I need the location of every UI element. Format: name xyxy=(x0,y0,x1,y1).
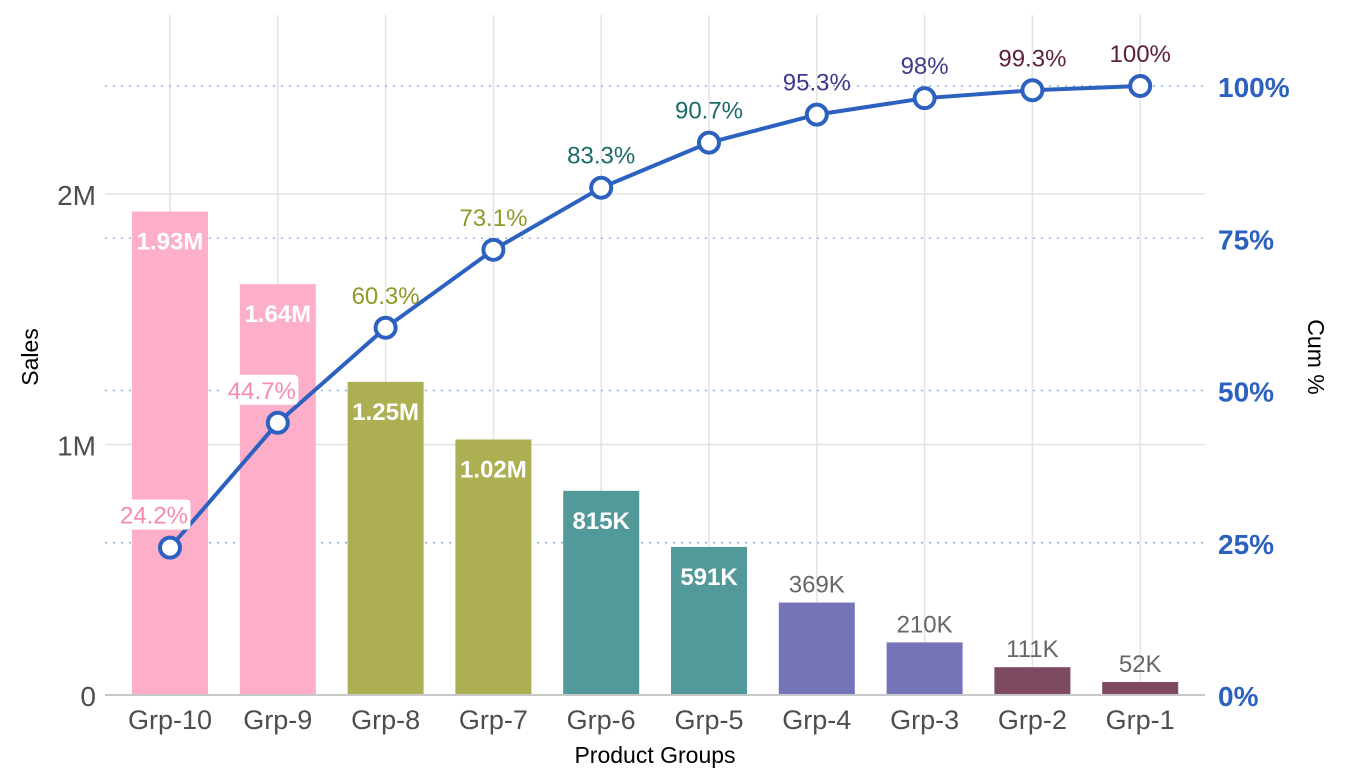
bar xyxy=(132,211,208,695)
y-tick-label: 2M xyxy=(57,180,96,211)
cumulative-point xyxy=(481,237,506,262)
cumulative-point xyxy=(1020,78,1045,103)
cumulative-point xyxy=(373,315,398,340)
y2-tick-label: 100% xyxy=(1218,72,1290,103)
cumulative-point xyxy=(589,175,614,200)
x-tick-label: Grp-8 xyxy=(351,705,420,735)
bar xyxy=(347,381,424,695)
cumulative-percent-label: 95.3% xyxy=(783,70,851,97)
axes: 0 1M 2M 0% 25% 50% 75% 100% Grp-10 Grp-9 Grp-8 Grp-… xyxy=(57,72,1290,735)
bar xyxy=(239,284,316,695)
cumulative-label-background xyxy=(225,374,299,405)
cumulative-line xyxy=(168,84,1141,549)
bar xyxy=(778,602,855,695)
cumulative-point xyxy=(265,410,290,435)
x-tick-label: Grp-10 xyxy=(128,705,212,735)
bar xyxy=(671,546,747,695)
y-axis-title: Sales xyxy=(17,328,43,386)
y2-tick-label: 25% xyxy=(1218,529,1274,560)
cumulative-percent-labels: 24.2% 44.7% 60.3% 73.1% 83.3% 90.7% 95.3% 98% 99… xyxy=(117,41,1171,530)
bar-value-label: 52K xyxy=(1119,651,1162,678)
x-tick-label: Grp-6 xyxy=(567,705,636,735)
bar-value-label: 591K xyxy=(680,564,738,591)
bar-value-label: 1.64M xyxy=(244,301,311,328)
vertical-gridlines xyxy=(169,15,1141,695)
cumulative-point xyxy=(804,102,829,127)
x-tick-label: Grp-4 xyxy=(782,705,851,735)
y-tick-label: 1M xyxy=(57,431,96,462)
y2-tick-label: 75% xyxy=(1218,224,1274,255)
cumulative-percent-label: 90.7% xyxy=(675,98,743,125)
bar-value-labels: 1.93M 1.64M 1.25M 1.02M 815K 591K 369K 210K 111K… xyxy=(137,229,1162,678)
bar xyxy=(994,667,1071,695)
bar xyxy=(886,642,963,695)
y-tick-label: 0 xyxy=(80,681,96,712)
y2-tick-label: 0% xyxy=(1218,681,1259,712)
cumulative-percent-label: 99.3% xyxy=(998,45,1066,72)
cumulative-percent-label: 24.2% xyxy=(120,503,188,530)
bar xyxy=(455,439,532,695)
cumulative-point xyxy=(912,86,937,111)
cumulative-percent-label: 98% xyxy=(901,53,949,80)
x-tick-label: Grp-2 xyxy=(998,705,1067,735)
cumulative-line-series xyxy=(158,74,1153,560)
cumulative-percent-label: 73.1% xyxy=(459,205,527,232)
x-tick-label: Grp-3 xyxy=(890,705,959,735)
bar-series xyxy=(132,211,1179,695)
cumulative-point xyxy=(697,130,721,155)
cumulative-percent-label: 83.3% xyxy=(567,143,635,170)
cumulative-label-background xyxy=(117,499,191,530)
cumulative-percent-label: 44.7% xyxy=(228,378,296,405)
x-tick-label: Grp-5 xyxy=(674,705,743,735)
bar-value-label: 1.02M xyxy=(460,456,527,483)
bar-value-label: 111K xyxy=(1006,636,1059,663)
bar-value-label: 815K xyxy=(573,508,631,535)
y2-tick-label: 50% xyxy=(1218,377,1274,408)
cumulative-point xyxy=(1128,74,1153,98)
cumulative-percent-label: 100% xyxy=(1110,41,1171,68)
x-axis-title: Product Groups xyxy=(574,742,735,768)
bar-value-label: 369K xyxy=(789,572,845,599)
y2-axis-title: Cum % xyxy=(1303,319,1329,394)
bar-value-label: 210K xyxy=(897,611,953,638)
bar-value-label: 1.25M xyxy=(352,399,419,426)
cumulative-percent-label: 60.3% xyxy=(352,283,420,310)
x-tick-label: Grp-1 xyxy=(1106,705,1175,735)
x-tick-label: Grp-7 xyxy=(459,705,528,735)
bar xyxy=(563,490,640,695)
cumulative-point xyxy=(158,535,182,560)
bar-value-label: 1.93M xyxy=(137,229,204,256)
bar xyxy=(1102,681,1179,695)
x-tick-label: Grp-9 xyxy=(243,705,312,735)
